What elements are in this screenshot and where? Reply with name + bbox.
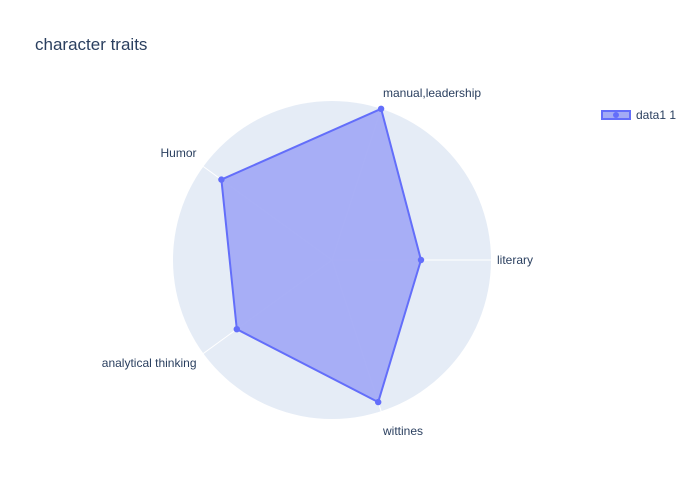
data-point[interactable] [377, 105, 385, 113]
axis-label: analytical thinking [102, 356, 197, 370]
legend[interactable]: data1 1 [601, 108, 676, 122]
axis-label: manual,leadership [383, 86, 481, 100]
legend-marker [613, 112, 619, 118]
legend-label: data1 1 [636, 108, 676, 122]
series-area [220, 107, 422, 404]
axis-label: wittines [382, 424, 423, 438]
data-point[interactable] [218, 176, 225, 183]
polar-area: literary manual,leadership Humor analytical… [102, 80, 533, 440]
data-point[interactable] [375, 398, 382, 406]
chart-title: character traits [35, 35, 147, 54]
data-point[interactable] [417, 256, 425, 264]
axis-label: Humor [160, 146, 196, 160]
data-point[interactable] [233, 326, 240, 333]
axis-label: literary [497, 253, 533, 267]
